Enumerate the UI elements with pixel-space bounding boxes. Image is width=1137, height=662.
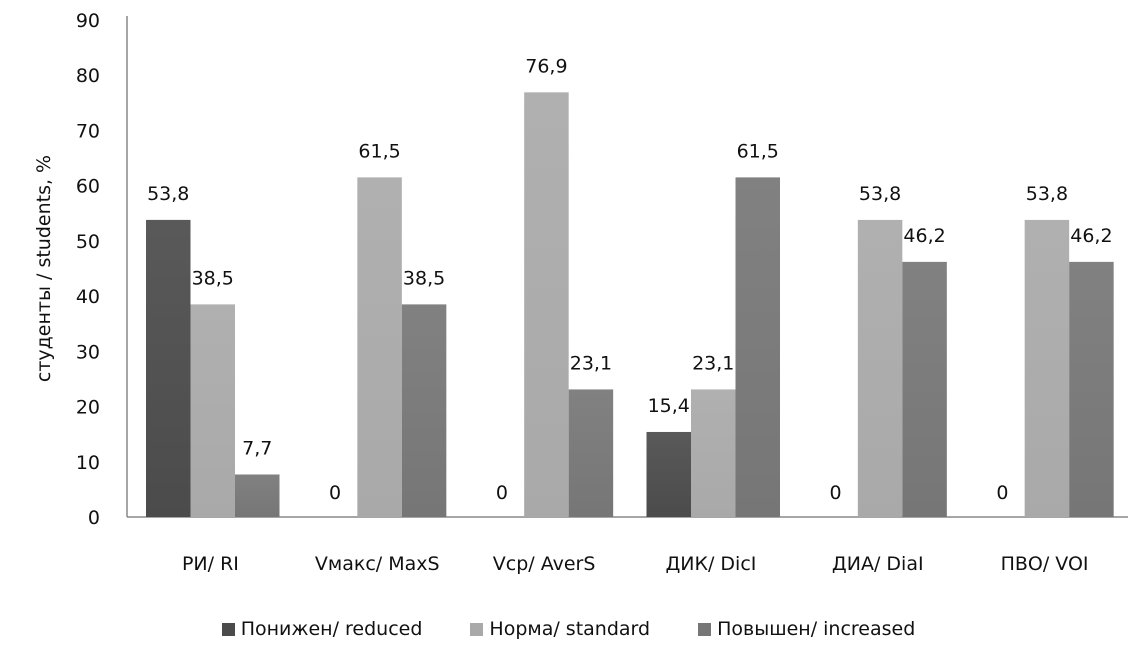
data-label: 46,2	[1070, 225, 1112, 247]
bar	[1024, 219, 1070, 517]
data-label: 53,8	[147, 183, 189, 205]
data-label: 23,1	[570, 352, 612, 374]
x-tick-label: Vмакс/ MaxS	[315, 553, 440, 575]
data-label: 23,1	[692, 352, 734, 374]
bar	[1069, 261, 1114, 517]
y-tick-label: 20	[76, 397, 100, 419]
y-tick-label: 30	[76, 341, 100, 363]
bar	[401, 304, 447, 517]
x-tick-label: РИ/ RI	[182, 553, 239, 575]
bar-chart: 0 10 20 30 40 50 60 70 80 90 студенты / students, …	[33, 10, 1128, 575]
x-tick-label: ДИК/ DicI	[665, 553, 756, 575]
data-label: 61,5	[358, 140, 400, 162]
bar	[735, 177, 780, 517]
data-label: 38,5	[403, 267, 445, 289]
data-label: 53,8	[1026, 183, 1068, 205]
y-axis-label: студенты / students, %	[33, 155, 55, 382]
legend-label: Повышен/ increased	[717, 618, 916, 640]
y-tick-label: 90	[76, 10, 100, 32]
legend-item: Повышен/ increased	[698, 618, 915, 640]
data-label: 0	[496, 482, 508, 504]
bar	[902, 261, 947, 517]
y-tick-label: 40	[76, 286, 100, 308]
data-label: 0	[830, 482, 842, 504]
legend-item: Норма/ standard	[470, 618, 650, 640]
data-label: 61,5	[737, 140, 779, 162]
legend-swatch	[698, 622, 712, 636]
bar	[857, 219, 903, 517]
bar	[235, 474, 280, 517]
bar	[691, 389, 736, 517]
data-label: 0	[329, 482, 341, 504]
legend-swatch	[470, 622, 484, 636]
data-label: 38,5	[192, 267, 234, 289]
legend-item: Понижен/ reduced	[221, 618, 423, 640]
bar	[146, 219, 191, 517]
x-tick-label: ПВО/ VOI	[1001, 553, 1089, 575]
y-tick-label: 10	[76, 452, 100, 474]
data-label: 76,9	[525, 55, 567, 77]
y-tick-label: 60	[76, 176, 100, 198]
data-label: 15,4	[648, 395, 690, 417]
legend-swatch	[221, 622, 235, 636]
legend-label: Понижен/ reduced	[240, 618, 423, 640]
y-tick-label: 80	[76, 65, 100, 87]
data-label: 0	[996, 482, 1008, 504]
data-label: 7,7	[242, 437, 272, 459]
bar	[357, 177, 402, 517]
y-tick-label: 70	[76, 120, 100, 142]
x-tick-label: Vср/ AverS	[493, 553, 596, 575]
bar	[524, 92, 569, 517]
bar	[646, 431, 691, 517]
legend: Понижен/ reduced Норма/ standard Повышен/ …	[0, 618, 1137, 640]
y-tick-label: 50	[76, 231, 100, 253]
bar	[190, 304, 235, 517]
data-label: 46,2	[903, 225, 945, 247]
y-tick-label: 0	[88, 507, 100, 529]
data-label: 53,8	[859, 183, 901, 205]
x-tick-label: ДИА/ DiaI	[832, 553, 924, 575]
bar	[568, 389, 614, 517]
legend-label: Норма/ standard	[489, 618, 651, 640]
